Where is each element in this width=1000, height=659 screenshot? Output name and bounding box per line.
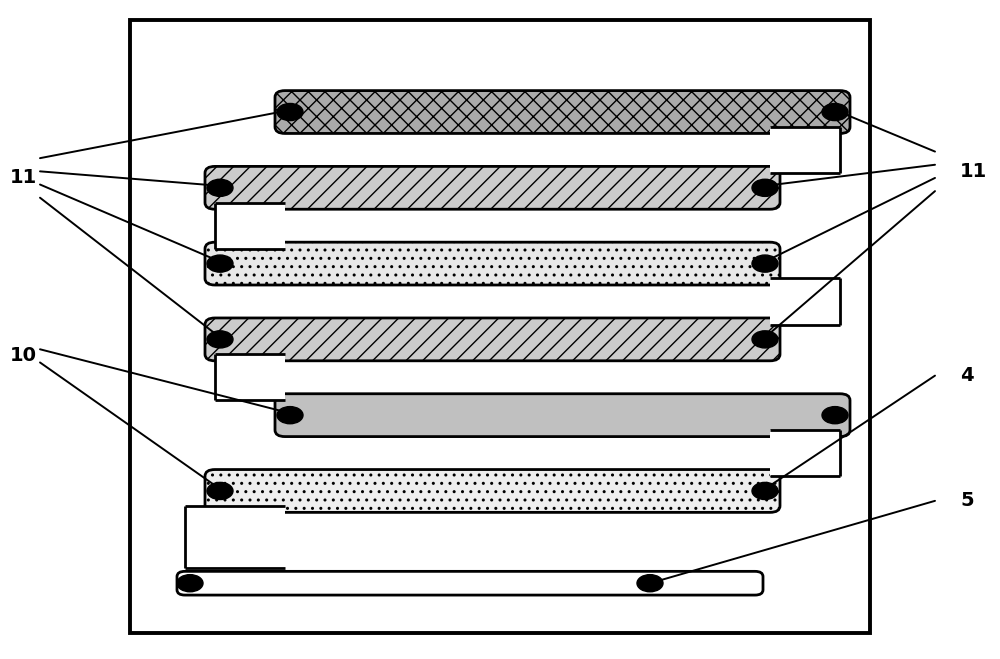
FancyBboxPatch shape: [177, 571, 763, 595]
Bar: [130, 20, 870, 633]
Circle shape: [752, 179, 778, 196]
Circle shape: [752, 331, 778, 348]
Circle shape: [207, 179, 233, 196]
Circle shape: [207, 331, 233, 348]
FancyBboxPatch shape: [205, 242, 780, 285]
Circle shape: [822, 407, 848, 424]
FancyBboxPatch shape: [205, 469, 780, 513]
Bar: [770, 278, 840, 324]
Circle shape: [207, 482, 233, 500]
FancyBboxPatch shape: [275, 90, 850, 133]
Bar: [215, 355, 285, 400]
Text: 4: 4: [960, 366, 974, 385]
Circle shape: [177, 575, 203, 592]
Text: 11: 11: [960, 162, 987, 181]
Text: 11: 11: [10, 169, 37, 187]
Circle shape: [752, 482, 778, 500]
Text: 5: 5: [960, 492, 974, 510]
Bar: [770, 127, 840, 173]
Circle shape: [207, 255, 233, 272]
Circle shape: [637, 575, 663, 592]
Circle shape: [752, 255, 778, 272]
FancyBboxPatch shape: [205, 166, 780, 210]
Text: 10: 10: [10, 347, 37, 365]
Bar: [770, 430, 840, 476]
FancyBboxPatch shape: [205, 318, 780, 361]
Circle shape: [277, 103, 303, 121]
FancyBboxPatch shape: [275, 393, 850, 437]
Circle shape: [822, 103, 848, 121]
Circle shape: [277, 407, 303, 424]
Bar: [185, 506, 285, 568]
Bar: [215, 203, 285, 249]
